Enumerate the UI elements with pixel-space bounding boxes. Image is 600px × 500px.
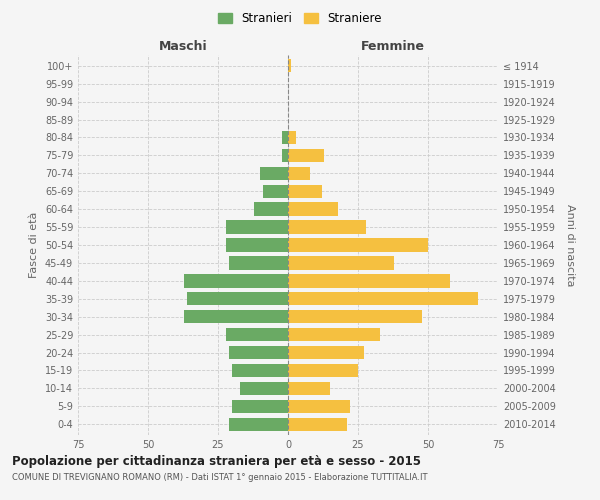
Bar	[288, 346, 364, 360]
Bar	[229, 418, 288, 431]
Bar	[288, 310, 422, 324]
Bar	[184, 310, 288, 324]
Bar	[288, 220, 367, 234]
Bar	[288, 364, 358, 377]
Bar	[288, 400, 350, 413]
Text: COMUNE DI TREVIGNANO ROMANO (RM) - Dati ISTAT 1° gennaio 2015 - Elaborazione TUT: COMUNE DI TREVIGNANO ROMANO (RM) - Dati …	[12, 472, 427, 482]
Bar	[288, 184, 322, 198]
Bar	[288, 130, 296, 144]
Bar	[263, 184, 288, 198]
Bar	[283, 130, 288, 144]
Bar	[288, 256, 394, 270]
Bar	[229, 346, 288, 360]
Bar	[241, 382, 288, 395]
Legend: Stranieri, Straniere: Stranieri, Straniere	[214, 8, 386, 28]
Bar	[232, 364, 288, 377]
Bar	[288, 292, 478, 306]
Bar	[288, 328, 380, 342]
Bar	[288, 238, 428, 252]
Bar	[288, 274, 451, 287]
Bar	[288, 59, 291, 72]
Text: Popolazione per cittadinanza straniera per età e sesso - 2015: Popolazione per cittadinanza straniera p…	[12, 455, 421, 468]
Bar	[184, 274, 288, 287]
Bar	[260, 166, 288, 180]
Text: Femmine: Femmine	[361, 40, 425, 53]
Bar	[283, 148, 288, 162]
Text: Maschi: Maschi	[158, 40, 208, 53]
Bar	[288, 148, 325, 162]
Bar	[229, 256, 288, 270]
Bar	[226, 238, 288, 252]
Bar	[232, 400, 288, 413]
Bar	[288, 202, 338, 216]
Bar	[226, 220, 288, 234]
Bar	[187, 292, 288, 306]
Y-axis label: Fasce di età: Fasce di età	[29, 212, 39, 278]
Bar	[288, 382, 330, 395]
Bar	[254, 202, 288, 216]
Bar	[288, 418, 347, 431]
Y-axis label: Anni di nascita: Anni di nascita	[565, 204, 575, 286]
Bar	[226, 328, 288, 342]
Bar	[288, 166, 310, 180]
